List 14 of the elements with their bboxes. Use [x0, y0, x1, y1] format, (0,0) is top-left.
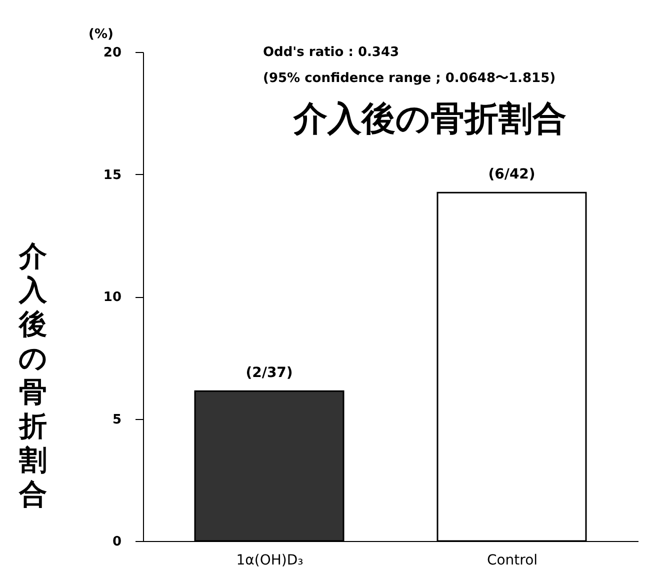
y-tick-label: 15	[103, 168, 122, 183]
text: 介入後の骨折割合	[292, 99, 567, 139]
x-tick-label: Control	[486, 552, 538, 568]
y-tick-label: 5	[112, 412, 122, 428]
data-label: (2/37)	[246, 365, 293, 382]
annotation: Odd's ratio : 0.343	[263, 45, 400, 60]
y-tick-label: 20	[103, 46, 122, 60]
text: (%)	[88, 27, 114, 42]
x-tick-label: 1α(OH)D₃	[236, 552, 304, 568]
y-tick-label: 0	[112, 534, 122, 550]
data-label: (6/42)	[488, 166, 536, 183]
y-axis-title: 介入後の骨折割合	[18, 239, 48, 510]
y-tick-label: 10	[103, 290, 122, 305]
annotation: (95% confidence range ; 0.0648〜1.815)	[263, 71, 556, 86]
